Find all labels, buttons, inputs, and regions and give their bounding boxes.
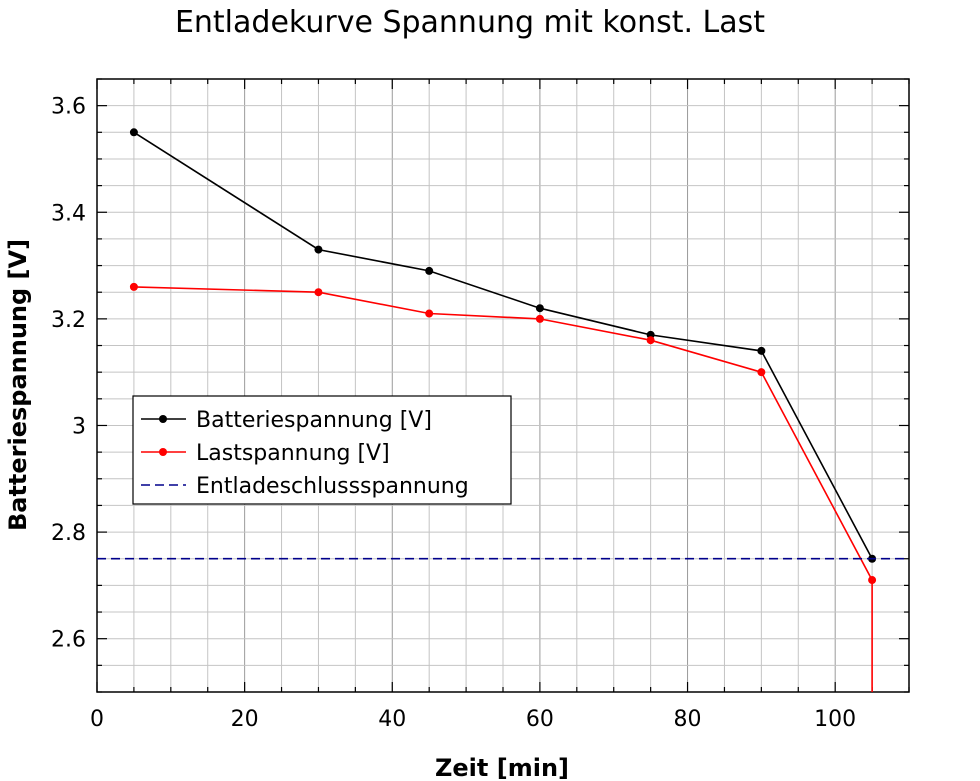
data-point	[129, 128, 138, 137]
data-point	[757, 368, 766, 377]
legend-label: Lastspannung [V]	[196, 441, 390, 466]
grid-lines	[97, 79, 909, 692]
legend-label: Batteriespannung [V]	[196, 408, 432, 433]
x-tick-label: 40	[378, 707, 406, 732]
legend-marker	[159, 448, 167, 456]
data-point	[535, 304, 544, 313]
x-tick-label: 100	[814, 707, 856, 732]
y-axis-label: Batteriespannung [V]	[4, 239, 32, 531]
legend: Batteriespannung [V] Lastspannung [V] Entl…	[132, 395, 512, 505]
y-tick-label: 3	[72, 414, 86, 439]
data-point	[425, 309, 434, 318]
data-point	[314, 288, 323, 297]
data-point	[425, 266, 434, 275]
data-point	[868, 576, 877, 585]
series-2	[129, 282, 877, 692]
y-tick-label: 3.2	[51, 308, 86, 333]
x-tick-label: 60	[526, 707, 554, 732]
axis-ticks	[96, 78, 910, 693]
x-tick-label: 20	[231, 707, 259, 732]
series-layer	[97, 128, 909, 692]
legend-label: Entladeschlussspannung	[196, 474, 469, 499]
x-tick-label: 0	[90, 707, 104, 732]
data-point	[314, 245, 323, 254]
tick-labels: 0 20 40 60 80 100 2.6 2.8 3 3.2 3.4 3.6	[51, 95, 856, 732]
y-tick-label: 3.4	[51, 201, 86, 226]
data-point	[129, 282, 138, 291]
chart-title: Entladekurve Spannung mit konst. Last	[175, 5, 765, 40]
legend-marker	[159, 415, 167, 423]
y-tick-label: 2.8	[51, 521, 86, 546]
data-point	[646, 336, 655, 345]
data-point	[535, 314, 544, 323]
y-tick-label: 3.6	[51, 95, 86, 120]
x-tick-label: 80	[674, 707, 702, 732]
data-point	[757, 346, 766, 355]
legend-box	[132, 395, 512, 505]
x-axis-label: Zeit [min]	[435, 754, 569, 781]
series-line	[133, 286, 873, 692]
y-tick-label: 2.6	[51, 628, 86, 653]
